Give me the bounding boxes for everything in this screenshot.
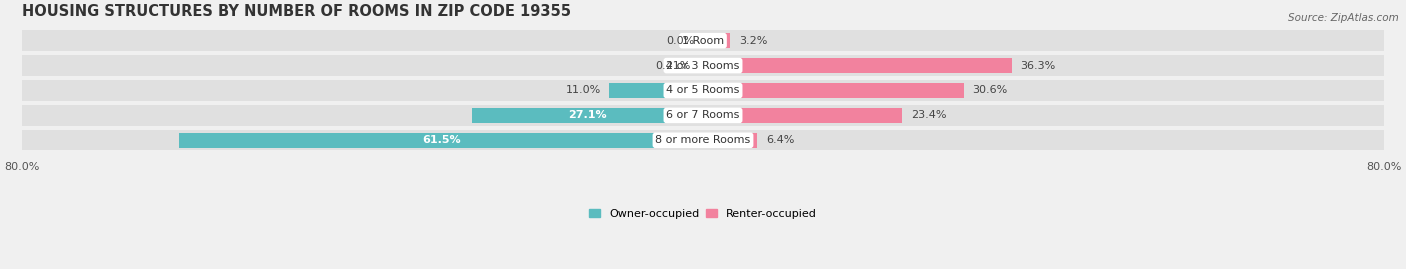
- Text: 23.4%: 23.4%: [911, 110, 946, 121]
- Bar: [22, 105, 1384, 126]
- Text: 0.0%: 0.0%: [666, 36, 695, 46]
- Text: Source: ZipAtlas.com: Source: ZipAtlas.com: [1288, 13, 1399, 23]
- Text: 6 or 7 Rooms: 6 or 7 Rooms: [666, 110, 740, 121]
- Bar: [22, 80, 1384, 101]
- Bar: [703, 83, 963, 98]
- Bar: [22, 30, 1384, 51]
- Bar: [703, 133, 758, 148]
- Text: 2 or 3 Rooms: 2 or 3 Rooms: [666, 61, 740, 70]
- Bar: [703, 33, 730, 48]
- Text: 1 Room: 1 Room: [682, 36, 724, 46]
- Text: 27.1%: 27.1%: [568, 110, 607, 121]
- Text: 61.5%: 61.5%: [422, 135, 461, 145]
- Bar: [703, 58, 1012, 73]
- Text: 36.3%: 36.3%: [1021, 61, 1056, 70]
- Legend: Owner-occupied, Renter-occupied: Owner-occupied, Renter-occupied: [585, 204, 821, 224]
- Bar: [22, 55, 1384, 76]
- Text: HOUSING STRUCTURES BY NUMBER OF ROOMS IN ZIP CODE 19355: HOUSING STRUCTURES BY NUMBER OF ROOMS IN…: [22, 4, 571, 19]
- Text: 4 or 5 Rooms: 4 or 5 Rooms: [666, 86, 740, 95]
- Text: 11.0%: 11.0%: [565, 86, 600, 95]
- Text: 6.4%: 6.4%: [766, 135, 794, 145]
- Bar: [180, 133, 703, 148]
- Text: 0.41%: 0.41%: [655, 61, 690, 70]
- Text: 30.6%: 30.6%: [972, 86, 1007, 95]
- Bar: [609, 83, 703, 98]
- Text: 3.2%: 3.2%: [738, 36, 768, 46]
- Bar: [703, 108, 903, 123]
- Bar: [700, 58, 703, 73]
- Bar: [472, 108, 703, 123]
- Text: 8 or more Rooms: 8 or more Rooms: [655, 135, 751, 145]
- Bar: [22, 130, 1384, 150]
